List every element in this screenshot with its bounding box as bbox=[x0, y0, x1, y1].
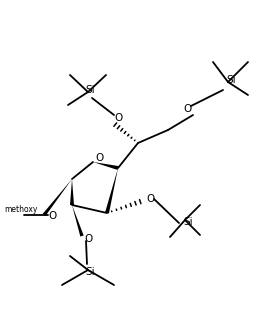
Text: O: O bbox=[96, 153, 104, 163]
Polygon shape bbox=[72, 205, 83, 236]
Polygon shape bbox=[93, 162, 118, 170]
Text: O: O bbox=[146, 194, 154, 204]
Text: O: O bbox=[183, 104, 191, 114]
Text: Si: Si bbox=[225, 75, 235, 85]
Text: methoxy: methoxy bbox=[4, 205, 38, 214]
Text: Si: Si bbox=[182, 217, 192, 227]
Text: O: O bbox=[49, 211, 57, 221]
Text: Si: Si bbox=[85, 267, 94, 277]
Polygon shape bbox=[42, 179, 72, 216]
Text: O: O bbox=[114, 113, 123, 123]
Text: Si: Si bbox=[85, 85, 94, 95]
Polygon shape bbox=[105, 168, 118, 214]
Polygon shape bbox=[70, 179, 74, 205]
Text: O: O bbox=[85, 234, 93, 244]
